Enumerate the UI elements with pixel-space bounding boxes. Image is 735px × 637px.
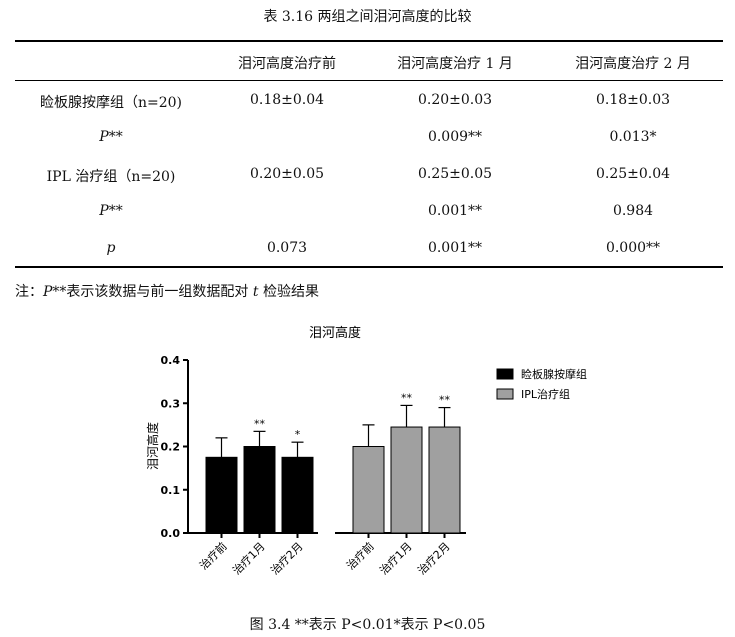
x-tick-label: 治疗前 xyxy=(343,539,376,572)
bar xyxy=(390,426,423,534)
row-label: 睑板腺按摩组（n=20) xyxy=(39,95,183,111)
x-tick-label: 治疗1月 xyxy=(229,539,267,577)
table-cell: 0.001** xyxy=(427,203,483,219)
row-label: IPL 治疗组（n=20) xyxy=(46,169,176,185)
figure-caption: 图 3.4 **表示 P<0.01*表示 P<0.05 xyxy=(249,617,486,633)
header-1m: 泪河高度治疗 1 月 xyxy=(397,56,513,72)
y-tick-label: 0.0 xyxy=(161,527,181,540)
row-label: P** xyxy=(99,203,123,219)
x-tick-label: 治疗2月 xyxy=(267,539,305,577)
table-cell: 0.20±0.05 xyxy=(249,166,325,182)
table-top-rule xyxy=(15,40,723,42)
table-cell: 0.18±0.04 xyxy=(249,92,325,108)
legend-swatch xyxy=(496,368,514,380)
table-cell: 0.18±0.03 xyxy=(595,92,671,108)
significance-marker: ** xyxy=(254,417,266,430)
table-cell: 0.009** xyxy=(427,129,483,145)
bar xyxy=(352,446,385,534)
bar xyxy=(205,456,238,534)
table-cell: 0.000** xyxy=(605,240,661,256)
table-cell: 0.073 xyxy=(266,240,308,256)
x-tick-label: 治疗1月 xyxy=(376,539,414,577)
table-cell: 0.984 xyxy=(612,203,654,219)
table-cell: 0.001** xyxy=(427,240,483,256)
bar xyxy=(281,456,314,534)
bar xyxy=(428,426,461,534)
header-2m: 泪河高度治疗 2 月 xyxy=(575,56,691,72)
table-caption: 表 3.16 两组之间泪河高度的比较 xyxy=(263,9,472,25)
significance-marker: ** xyxy=(439,394,451,407)
x-tick-label: 治疗2月 xyxy=(414,539,452,577)
table-note: 注：P**表示该数据与前一组数据配对 t 检验结果 xyxy=(15,284,319,300)
significance-marker: ** xyxy=(401,391,413,404)
y-tick-label: 0.2 xyxy=(161,441,181,454)
significance-marker: * xyxy=(295,428,301,441)
legend-label: IPL治疗组 xyxy=(521,387,570,401)
table-cell: 0.013* xyxy=(609,129,657,145)
x-tick-label: 治疗前 xyxy=(196,539,229,572)
legend-swatch xyxy=(496,388,514,400)
row-label: p xyxy=(106,240,116,256)
table-cell: 0.25±0.04 xyxy=(595,166,671,182)
table-cell: 0.25±0.05 xyxy=(417,166,493,182)
y-tick-label: 0.3 xyxy=(161,397,181,410)
table-bottom-rule xyxy=(15,266,723,268)
row-label: P** xyxy=(99,129,123,145)
legend-label: 睑板腺按摩组 xyxy=(521,367,587,381)
header-pre: 泪河高度治疗前 xyxy=(238,56,336,72)
y-tick-label: 0.4 xyxy=(161,354,181,367)
table-header-rule xyxy=(15,80,723,81)
y-axis-label: 泪河高度 xyxy=(145,422,160,470)
chart-title: 泪河高度 xyxy=(309,325,361,341)
y-tick-label: 0.1 xyxy=(161,484,181,497)
table-cell: 0.20±0.03 xyxy=(417,92,493,108)
bar xyxy=(243,446,276,534)
